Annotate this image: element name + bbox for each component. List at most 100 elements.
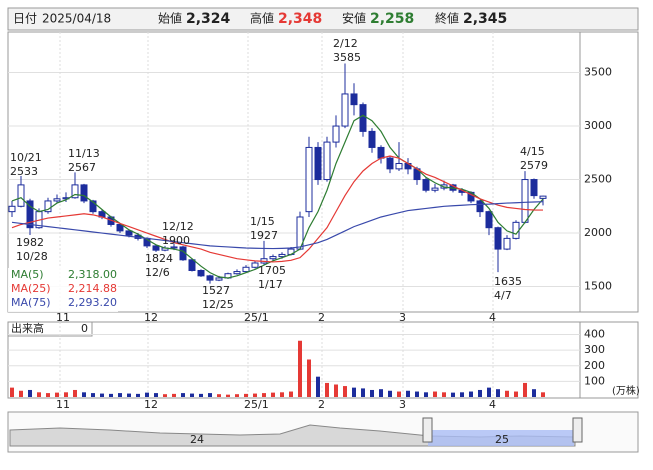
candle-body: [44, 200, 52, 213]
annotation-date: 4/7: [494, 289, 512, 302]
x-tick-label: 3: [399, 311, 406, 324]
volume-bar: [190, 393, 194, 397]
annotation-value: 1527: [202, 284, 230, 297]
candle-body: [368, 130, 376, 148]
candle-body: [278, 253, 286, 258]
volume-label: 出来高: [11, 321, 44, 335]
low-value: 2,258: [370, 11, 414, 27]
volume-bar: [172, 393, 176, 397]
y-tick-label: 100: [584, 374, 605, 387]
annotation-value: 1982: [16, 236, 44, 249]
navigator-selection[interactable]: [428, 430, 574, 446]
annotation-value: 1927: [250, 229, 278, 242]
candle-body: [431, 187, 439, 191]
volume-bar: [64, 392, 68, 397]
x-tick-label: 4: [489, 398, 496, 411]
volume-bar: [451, 392, 455, 397]
navigator-year: 24: [190, 433, 204, 446]
volume-bar: [100, 393, 104, 397]
volume-unit: (万株): [612, 384, 640, 397]
volume-bar: [352, 387, 356, 397]
y-tick-label: 2500: [584, 173, 612, 186]
volume-bar: [379, 389, 383, 397]
candle-body: [386, 157, 394, 170]
volume-bar: [325, 382, 329, 397]
candle-body: [17, 184, 25, 207]
candle-body: [206, 275, 214, 281]
annotation-date: 12/12: [162, 220, 194, 233]
candle-body: [71, 184, 79, 199]
x-tick-label: 11: [56, 311, 70, 324]
volume-bar: [109, 393, 113, 397]
volume-bar: [523, 382, 527, 397]
x-tick-label: 4: [489, 311, 496, 324]
volume-bar: [199, 393, 203, 397]
navigator-handle[interactable]: [572, 417, 583, 443]
annotation-value: 1705: [258, 264, 286, 277]
close-label: 終値: [435, 11, 459, 26]
candle-body: [485, 211, 493, 229]
ma-line: [11, 114, 544, 279]
y-tick-label: 3500: [584, 66, 612, 79]
candle-body: [341, 93, 349, 127]
volume-bar: [541, 392, 545, 397]
navigator-handle[interactable]: [422, 417, 433, 443]
price-panel: [7, 31, 639, 313]
volume-bar: [181, 393, 185, 397]
volume-bar: [343, 386, 347, 397]
annotation-value: 2533: [10, 165, 38, 178]
volume-bar: [262, 393, 266, 397]
ma-line: [11, 201, 544, 250]
volume-bar: [532, 389, 536, 397]
annotation-date: 1/15: [250, 215, 275, 228]
y-tick-label: 2000: [584, 226, 612, 239]
annotation-date: 1/17: [258, 278, 283, 291]
candle-body: [170, 246, 178, 249]
candle-body: [26, 200, 34, 229]
volume-bar: [163, 394, 167, 397]
candle-body: [242, 266, 250, 273]
open-label: 始値: [158, 11, 182, 26]
candle-body: [332, 125, 340, 143]
x-tick-label: 25/1: [244, 398, 269, 411]
volume-bar: [460, 392, 464, 397]
legend-value: 2,293.20: [68, 296, 117, 309]
candle-body: [314, 146, 322, 181]
candle-body: [539, 195, 547, 199]
volume-bar: [307, 359, 311, 397]
annotation-date: 2/12: [333, 37, 358, 50]
volume-bar: [73, 389, 77, 397]
candle-body: [323, 141, 331, 181]
volume-label-box: [7, 321, 93, 337]
date-value: 2025/04/18: [42, 12, 111, 26]
volume-bar: [217, 394, 221, 397]
volume-bar: [271, 392, 275, 397]
volume-bar: [55, 392, 59, 397]
volume-bar: [406, 390, 410, 397]
candle-body: [8, 205, 16, 213]
candle-body: [197, 269, 205, 277]
y-tick-label: 1500: [584, 280, 612, 293]
volume-bar: [487, 387, 491, 397]
close-value: 2,345: [463, 11, 507, 27]
high-value: 2,348: [278, 11, 322, 27]
candle-body: [233, 271, 241, 275]
volume-panel: [7, 321, 639, 399]
candle-body: [422, 179, 430, 191]
candle-body: [89, 200, 97, 213]
candle-body: [80, 184, 88, 202]
annotation-value: 2567: [68, 161, 96, 174]
volume-bar: [334, 384, 338, 397]
candle-body: [269, 256, 277, 260]
volume-bar: [478, 389, 482, 397]
candle-body: [503, 237, 511, 250]
volume-bar: [91, 393, 95, 397]
volume-bar: [361, 388, 365, 397]
candle-body: [251, 262, 259, 268]
candle-body: [512, 221, 520, 239]
candle-body: [53, 198, 61, 202]
legend-value: 2,318.00: [68, 268, 117, 281]
annotation-value: 1900: [162, 234, 190, 247]
